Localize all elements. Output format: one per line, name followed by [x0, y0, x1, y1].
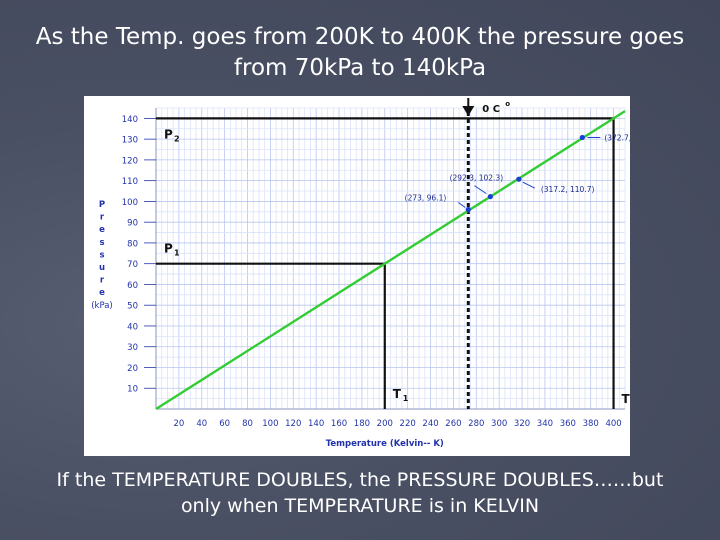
x-tick-label: 160	[331, 419, 347, 429]
x-tick-label: 60	[219, 419, 230, 429]
t2-label-letter: T	[622, 392, 630, 406]
y-tick-label: 60	[127, 281, 138, 291]
data-point-label: (317.2, 110.7)	[541, 185, 595, 194]
x-tick-label: 280	[468, 419, 484, 429]
t1-label-letter: T	[393, 387, 402, 401]
chart-svg: 10 20 30 40 50 60 70 80 90 100 110 120 130 140 20 40 60 8…	[91, 98, 658, 449]
y-tick-label: 20	[127, 364, 138, 374]
y-tick-label: 30	[127, 343, 138, 353]
data-point	[487, 194, 493, 200]
title-line-1: As the Temp. goes from 200K to 400K the …	[35, 24, 685, 50]
y-axis-title-letter: s	[99, 238, 104, 248]
x-tick-label: 340	[537, 419, 553, 429]
x-tick-label: 140	[308, 419, 324, 429]
y-axis-title-letter: P	[99, 200, 105, 210]
y-tick-label: 110	[122, 177, 138, 187]
data-point	[516, 176, 522, 182]
data-point	[465, 206, 471, 213]
y-tick-label: 40	[127, 322, 138, 332]
caption-line-2: only when TEMPERATURE is in KELVIN	[180, 495, 540, 517]
caption-line-1: If the TEMPERATURE DOUBLES, the PRESSURE…	[56, 469, 664, 491]
data-point-label: (292.3, 102.3)	[450, 174, 504, 183]
x-tick-label: 360	[560, 419, 576, 429]
x-tick-label: 120	[285, 419, 301, 429]
y-tick-label: 130	[122, 136, 138, 146]
x-tick-label: 400	[605, 419, 621, 429]
y-tick-label: 100	[122, 198, 138, 208]
title-line-2: from 70kPa to 140kPa	[233, 55, 487, 81]
y-tick-label: 70	[127, 260, 138, 270]
x-tick-label: 200	[377, 419, 393, 429]
y-axis-unit: (kPa)	[91, 301, 113, 311]
data-point-leader	[522, 181, 536, 189]
y-axis-title-letter: r	[100, 276, 105, 286]
x-tick-label: 180	[354, 419, 370, 429]
x-axis-title: Temperature (Kelvin-- K)	[326, 439, 444, 449]
zero-celsius-label: 0 C	[482, 104, 500, 115]
y-axis-title-letter: s	[99, 250, 104, 260]
y-axis-title-letter: u	[99, 263, 105, 273]
p1-label-letter: P	[164, 242, 173, 256]
x-tick-label: 320	[514, 419, 530, 429]
x-tick-label: 100	[262, 419, 278, 429]
p2-label-subscript: 2	[174, 134, 180, 143]
data-point-label: (372.7, 130.8)	[604, 133, 630, 142]
data-point-leader	[457, 202, 466, 208]
y-axis-title-letter: r	[100, 213, 105, 223]
y-tick-label: 10	[127, 385, 138, 395]
data-point-label: (273, 96.1)	[405, 194, 447, 203]
t1-label-subscript: 1	[403, 394, 409, 403]
y-tick-label: 90	[127, 219, 138, 229]
x-tick-label: 300	[491, 419, 507, 429]
x-tick-label: 80	[242, 419, 253, 429]
p1-label-subscript: 1	[174, 249, 180, 258]
pressure-temperature-chart: 10 20 30 40 50 60 70 80 90 100 110 120 130 140 20 40 60 8…	[84, 96, 658, 456]
slide-caption: If the TEMPERATURE DOUBLES, the PRESSURE…	[0, 467, 720, 519]
x-tick-label: 240	[422, 419, 438, 429]
y-axis-title-letter: e	[99, 225, 105, 235]
slide-title: As the Temp. goes from 200K to 400K the …	[0, 22, 720, 84]
series-line	[155, 110, 626, 411]
y-axis-title-letter: e	[99, 288, 105, 298]
x-tick-label: 260	[445, 419, 461, 429]
y-tick-label: 50	[127, 302, 138, 312]
p2-label-letter: P	[164, 127, 173, 141]
x-tick-label: 20	[173, 419, 184, 429]
data-point-leader	[474, 185, 487, 195]
zero-celsius-degree: o	[505, 100, 510, 108]
y-tick-label: 140	[122, 115, 138, 125]
x-tick-label: 220	[400, 419, 416, 429]
y-tick-label: 80	[127, 239, 138, 249]
x-tick-label: 380	[583, 419, 599, 429]
zero-celsius-arrow	[462, 106, 475, 116]
data-point	[579, 134, 585, 141]
x-tick-label: 40	[196, 419, 207, 429]
y-tick-label: 120	[122, 156, 138, 166]
